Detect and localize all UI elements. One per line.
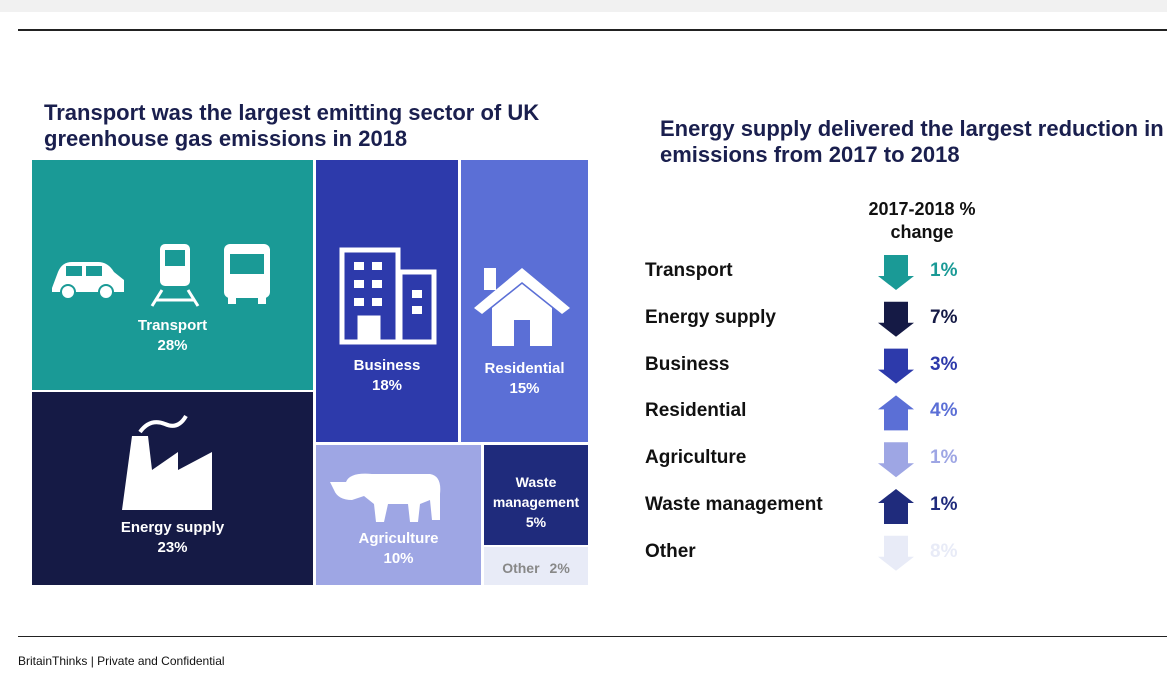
row-name: Transport — [645, 260, 733, 281]
bus-icon — [224, 244, 270, 304]
box-label: Agriculture 10% — [316, 529, 481, 569]
top-bar — [0, 0, 1167, 12]
car-icon — [52, 262, 124, 300]
box-label: Other 2% — [484, 558, 588, 578]
row-name: Energy supply — [645, 306, 776, 328]
row-val: 1% — [930, 447, 958, 469]
box-value: 15% — [509, 380, 540, 397]
box-name: Waste management — [492, 474, 580, 510]
box-name: Residential — [484, 360, 565, 377]
box-label: Residential 15% — [461, 359, 588, 399]
row-name: Other — [645, 540, 696, 562]
house-icon — [474, 268, 570, 346]
factory-icon — [122, 414, 212, 510]
box-name: Energy supply — [120, 519, 225, 536]
train-icon — [150, 244, 200, 307]
box-label: Business 18% — [316, 356, 458, 396]
box-name: Agriculture — [358, 530, 439, 547]
row-val: 1% — [930, 260, 958, 281]
building-windows — [354, 262, 422, 314]
box-label: Transport 28% — [32, 316, 313, 356]
row-val: 7% — [930, 306, 958, 328]
change-arrow — [878, 535, 914, 571]
building-icon — [339, 247, 437, 345]
change-arrow — [878, 348, 914, 384]
box-value: 18% — [371, 377, 403, 394]
list-title: Energy supply delivered the largest redu… — [660, 116, 1164, 167]
box-label: Waste management 5% — [484, 472, 588, 532]
box-name: Business — [353, 357, 421, 374]
footer: BritainThinks | Private and Confidential — [18, 654, 225, 668]
treemap-box — [484, 547, 588, 585]
box-value: 23% — [157, 539, 188, 556]
top-rule — [18, 29, 1167, 31]
row-val: 4% — [930, 400, 958, 422]
row-val: 8% — [930, 540, 958, 562]
row-name: Business — [645, 353, 730, 375]
column-header: 2017-2018 % change — [868, 199, 976, 242]
change-arrow — [878, 301, 914, 337]
treemap-box — [484, 445, 588, 545]
box-value: 28% — [157, 337, 188, 354]
bottom-rule — [18, 636, 1167, 637]
row-name: Residential — [645, 400, 747, 422]
box-label: Energy supply 23% — [32, 518, 313, 558]
box-value: 2% — [549, 560, 570, 576]
box-name: Transport — [137, 317, 208, 334]
row-val: 1% — [930, 494, 958, 515]
change-arrow — [878, 395, 914, 431]
box-value: 5% — [525, 514, 547, 530]
cow-icon — [330, 473, 441, 522]
row-name: Agriculture — [645, 447, 747, 469]
treemap-box — [316, 445, 481, 585]
treemap-title: Transport was the largest emitting secto… — [44, 100, 540, 151]
box-value: 10% — [383, 550, 414, 567]
change-arrow — [878, 255, 914, 290]
row-name: Waste management — [645, 494, 823, 515]
row-val: 3% — [930, 353, 958, 375]
box-name: Other — [502, 560, 540, 576]
change-arrow — [878, 489, 914, 524]
change-arrow — [878, 442, 914, 478]
